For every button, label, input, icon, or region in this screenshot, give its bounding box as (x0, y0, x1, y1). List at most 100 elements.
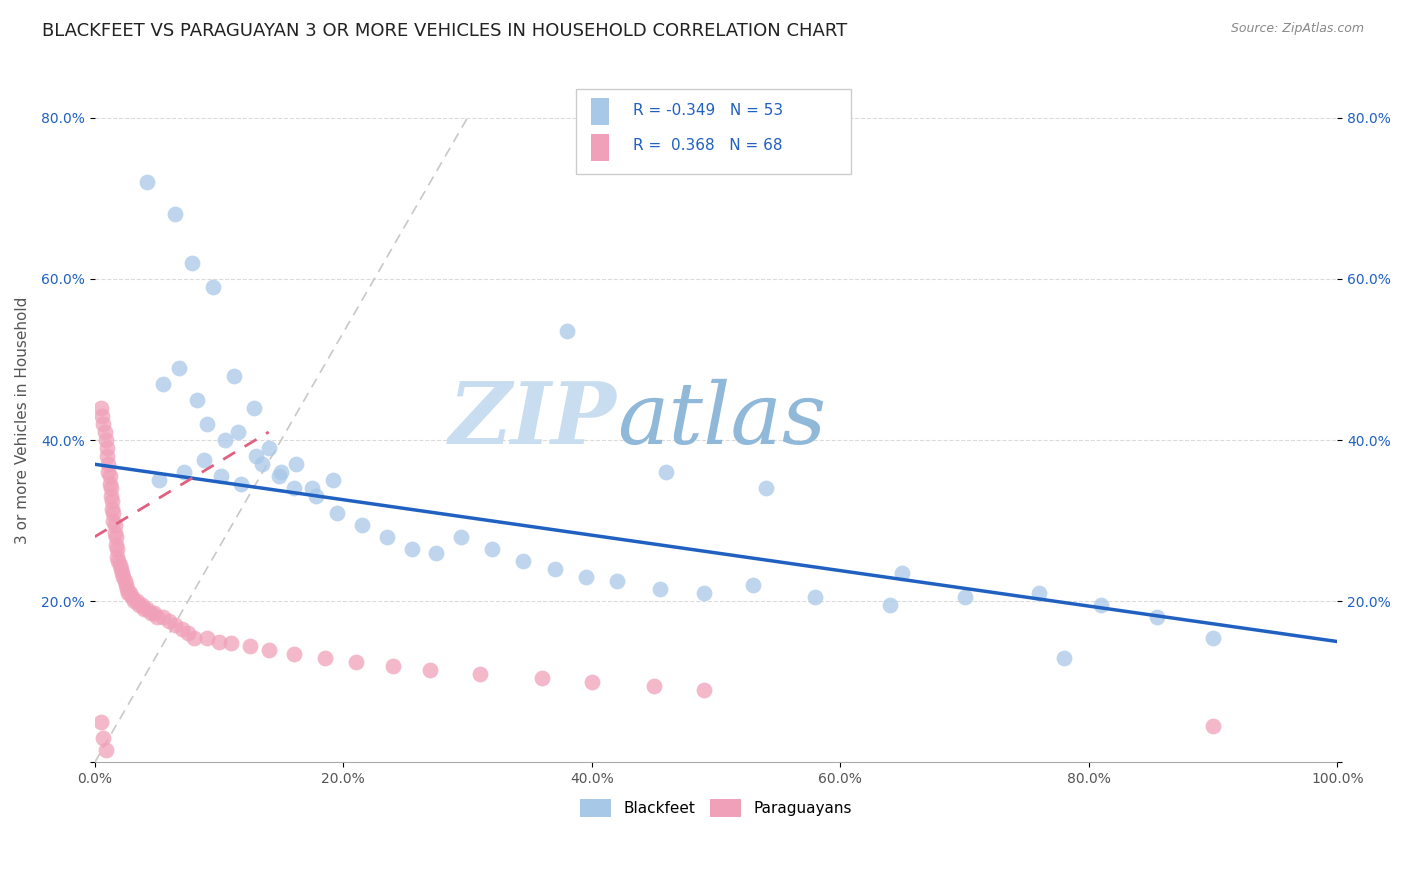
Point (543, 562, 565, 576)
Point (165, 207, 187, 221)
Point (226, 425, 249, 439)
Point (121, 591, 143, 605)
Point (891, 566, 914, 580)
Point (107, 554, 129, 568)
Point (425, 546, 447, 560)
Point (195, 631, 218, 645)
Point (1053, 650, 1076, 665)
Point (283, 482, 305, 496)
Point (239, 639, 262, 653)
Point (105, 549, 128, 564)
Point (211, 469, 233, 483)
Point (301, 482, 323, 496)
Point (214, 433, 236, 447)
Point (285, 457, 308, 471)
Point (91, 409, 114, 423)
Point (134, 602, 156, 616)
Point (242, 401, 264, 415)
Point (112, 570, 135, 584)
Point (148, 474, 170, 488)
Point (143, 607, 166, 621)
Point (531, 671, 554, 685)
Point (101, 493, 124, 508)
Point (114, 578, 136, 592)
Text: ZIP: ZIP (449, 378, 617, 462)
Point (105, 541, 128, 556)
Point (381, 658, 404, 673)
Point (114, 574, 136, 588)
Point (481, 541, 503, 556)
Text: R = -0.349   N = 53: R = -0.349 N = 53 (633, 103, 783, 118)
Point (110, 562, 132, 576)
Point (98, 469, 121, 483)
Point (152, 610, 174, 624)
Point (322, 474, 344, 488)
Point (100, 490, 122, 504)
Point (401, 541, 423, 556)
Point (180, 256, 202, 270)
Point (692, 586, 714, 600)
Point (1090, 599, 1112, 613)
Point (231, 477, 253, 491)
Point (100, 482, 122, 496)
Point (94, 433, 117, 447)
Point (375, 530, 398, 544)
Point (135, 602, 157, 616)
Point (267, 469, 290, 483)
Point (1202, 719, 1225, 733)
Point (177, 626, 200, 640)
Point (98, 477, 121, 491)
Text: R =  0.368   N = 68: R = 0.368 N = 68 (633, 138, 782, 153)
Point (104, 517, 127, 532)
Point (103, 514, 125, 528)
Point (108, 558, 131, 572)
Text: Source: ZipAtlas.com: Source: ZipAtlas.com (1230, 22, 1364, 36)
Point (94, 743, 117, 757)
Point (755, 482, 778, 496)
Point (117, 586, 139, 600)
Point (104, 530, 127, 544)
Point (104, 538, 127, 552)
Point (131, 599, 153, 613)
Text: BLACKFEET VS PARAGUAYAN 3 OR MORE VEHICLES IN HOUSEHOLD CORRELATION CHART: BLACKFEET VS PARAGUAYAN 3 OR MORE VEHICL… (42, 22, 848, 40)
Point (221, 636, 243, 650)
Point (124, 594, 146, 608)
Point (450, 530, 472, 544)
Legend: Blackfeet, Paraguayans: Blackfeet, Paraguayans (574, 792, 858, 823)
Point (165, 618, 187, 632)
Point (201, 280, 224, 294)
Point (305, 490, 328, 504)
Point (208, 634, 231, 648)
Point (96, 441, 118, 455)
Point (193, 453, 215, 467)
Point (93, 425, 115, 439)
Point (170, 623, 193, 637)
Point (183, 631, 205, 645)
Point (419, 663, 441, 677)
Point (186, 392, 208, 407)
Point (167, 360, 190, 375)
Point (135, 175, 157, 189)
Point (96, 449, 118, 463)
Point (97, 457, 120, 471)
Point (125, 594, 148, 608)
Point (326, 506, 349, 520)
Point (879, 599, 901, 613)
Point (512, 554, 534, 568)
Y-axis label: 3 or more Vehicles in Household: 3 or more Vehicles in Household (15, 296, 30, 543)
Point (1028, 586, 1050, 600)
Point (257, 642, 280, 657)
Point (344, 655, 367, 669)
Point (692, 682, 714, 697)
Point (574, 570, 596, 584)
Point (90, 715, 112, 730)
Point (245, 449, 267, 463)
Point (953, 591, 976, 605)
Point (222, 368, 245, 383)
Point (157, 615, 180, 629)
Point (101, 501, 124, 516)
Point (283, 647, 305, 661)
Point (650, 582, 672, 597)
Point (97, 466, 120, 480)
Point (146, 610, 169, 624)
